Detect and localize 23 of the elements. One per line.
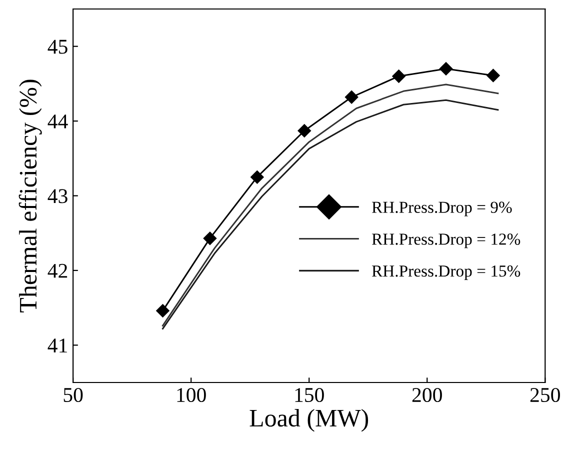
x-tick-label: 200 [412, 388, 442, 402]
y-axis-title: Thermal efficiency (%) [18, 80, 42, 312]
x-tick-label: 250 [530, 388, 560, 402]
legend-label: RH.Press.Drop = 9% [372, 202, 512, 216]
point [250, 170, 264, 184]
y-tick-label: 41 [48, 338, 67, 352]
x-axis-title: Load (MW) [250, 409, 368, 432]
x-tick-label: 100 [177, 388, 206, 402]
point [156, 304, 170, 318]
x-tick-label: 50 [64, 388, 83, 402]
point [439, 62, 453, 76]
y-tick-label: 43 [48, 189, 68, 204]
point [486, 68, 500, 82]
legend-label: RH.Press.Drop = 15% [372, 265, 520, 280]
point [298, 124, 311, 138]
point [203, 232, 217, 245]
point [345, 90, 358, 104]
legend-label: RH.Press.Drop = 12% [372, 234, 520, 248]
y-tick-label: 42 [48, 264, 68, 278]
y-tick-label: 45 [48, 40, 68, 54]
y-tick-label: 44 [48, 114, 68, 128]
point [392, 70, 406, 83]
x-tick-label: 150 [295, 388, 324, 402]
